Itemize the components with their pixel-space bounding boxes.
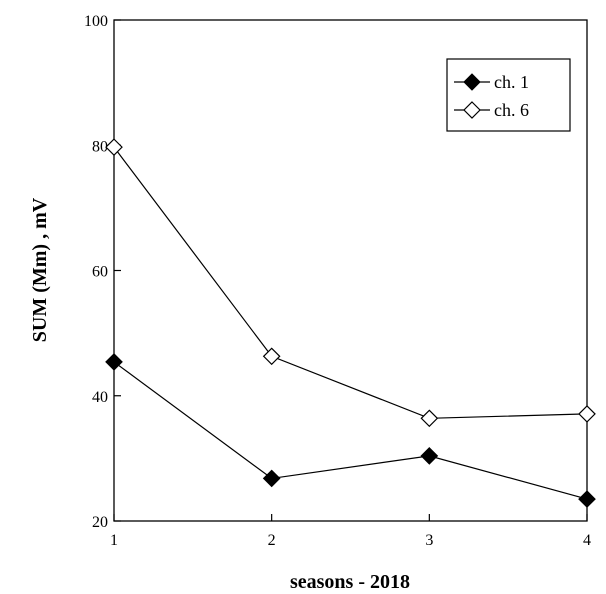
- y-tick-label: 60: [92, 264, 108, 281]
- data-point-series-1: [262, 469, 281, 488]
- data-point-series-2: [420, 409, 439, 428]
- legend-marker-ch6: [463, 101, 481, 119]
- x-tick-label: 3: [425, 532, 433, 549]
- series-line-2: [113, 146, 588, 419]
- x-tick-label: 1: [110, 532, 118, 549]
- y-tick-label: 80: [92, 138, 108, 155]
- legend-item-ch6: ch. 6: [454, 100, 529, 120]
- x-axis-title: seasons - 2018: [290, 571, 410, 593]
- legend-item-ch1: ch. 1: [454, 72, 529, 92]
- x-tick-label: 2: [268, 532, 276, 549]
- data-point-series-1: [420, 447, 439, 465]
- x-tick-label: 4: [583, 532, 591, 549]
- data-point-series-2: [262, 347, 281, 366]
- data-point-series-2: [578, 405, 596, 423]
- legend-box: [446, 58, 571, 132]
- series-layer: [105, 138, 596, 508]
- legend-marker-ch1: [463, 73, 481, 91]
- y-tick-label: 40: [92, 389, 108, 406]
- y-tick-label: 100: [84, 13, 108, 30]
- data-point-series-1: [105, 353, 123, 371]
- legend-label-ch6: ch. 6: [494, 100, 529, 120]
- data-point-series-1: [578, 490, 596, 508]
- y-tick-label: 20: [92, 514, 108, 531]
- data-point-series-2: [105, 138, 123, 156]
- legend-label-ch1: ch. 1: [494, 72, 529, 92]
- x-axis: 1 2 3 4: [110, 514, 591, 549]
- y-axis-title: SUM (Mm) , mV: [29, 197, 51, 342]
- series-line-1: [113, 361, 588, 500]
- legend: ch. 1 ch. 6: [446, 58, 571, 132]
